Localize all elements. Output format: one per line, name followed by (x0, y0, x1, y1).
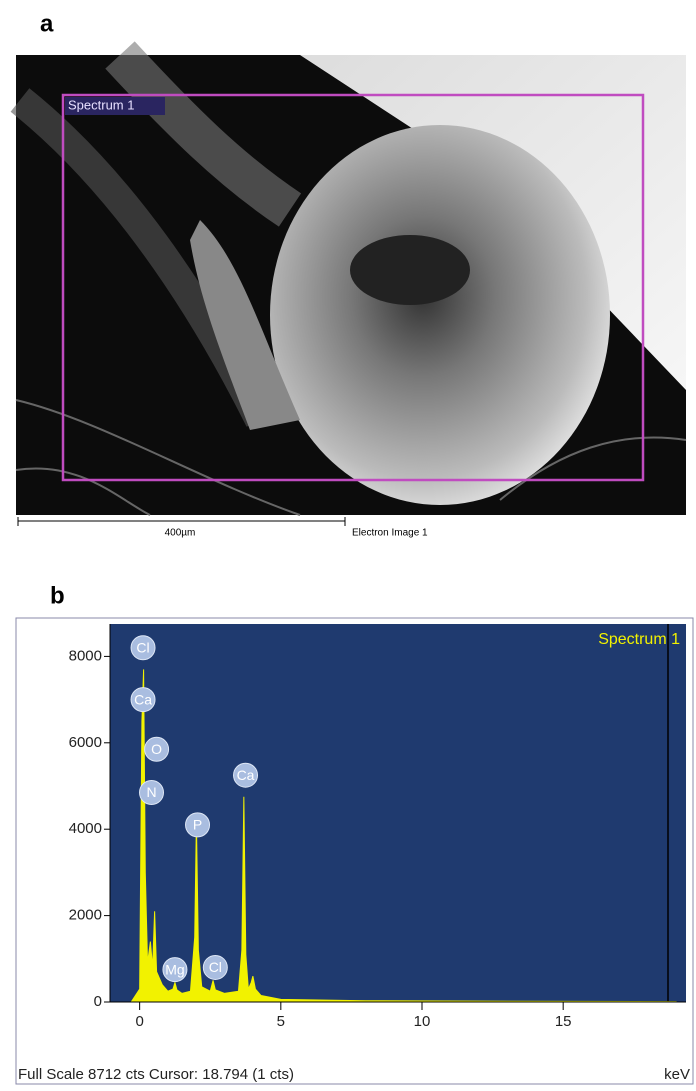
x-tick-label: 0 (135, 1013, 143, 1030)
scale-bar (18, 517, 345, 526)
peak-label: O (151, 741, 162, 757)
peak-label: Mg (165, 961, 184, 977)
x-tick-label: 10 (414, 1013, 431, 1030)
region-label: Spectrum 1 (68, 97, 134, 112)
figure: a Spectrum 1 400µm Electron Image 1 b Sp… (0, 0, 696, 1086)
x-tick-label: 15 (555, 1013, 572, 1030)
y-tick-label: 6000 (69, 734, 102, 751)
peak-label: Ca (237, 767, 255, 783)
scale-bar-label: 400µm (165, 528, 196, 539)
peak-label: N (146, 784, 156, 800)
x-unit: keV (664, 1066, 690, 1083)
footer: Full Scale 8712 cts Cursor: 18.794 (1 ct… (18, 1066, 294, 1083)
chart: Spectrum 1 0 2000 4000 6000 8000 0 5 10 15 Cl Ca O N P… (18, 624, 690, 1083)
y-tick-label: 8000 (69, 647, 102, 664)
y-tick-label: 4000 (69, 820, 102, 837)
peak-label: P (193, 817, 202, 833)
x-tick-label: 5 (277, 1013, 285, 1030)
panel-label: a (40, 10, 54, 37)
y-tick-label: 0 (94, 993, 102, 1010)
sem-image (16, 55, 686, 515)
image-caption: Electron Image 1 (352, 528, 428, 539)
peak-label: Cl (209, 959, 222, 975)
peak-label: Ca (134, 691, 152, 707)
chart-title: Spectrum 1 (598, 631, 680, 648)
peak-label: Cl (136, 639, 149, 655)
panel-label: b (50, 582, 65, 609)
y-tick-label: 2000 (69, 907, 102, 924)
